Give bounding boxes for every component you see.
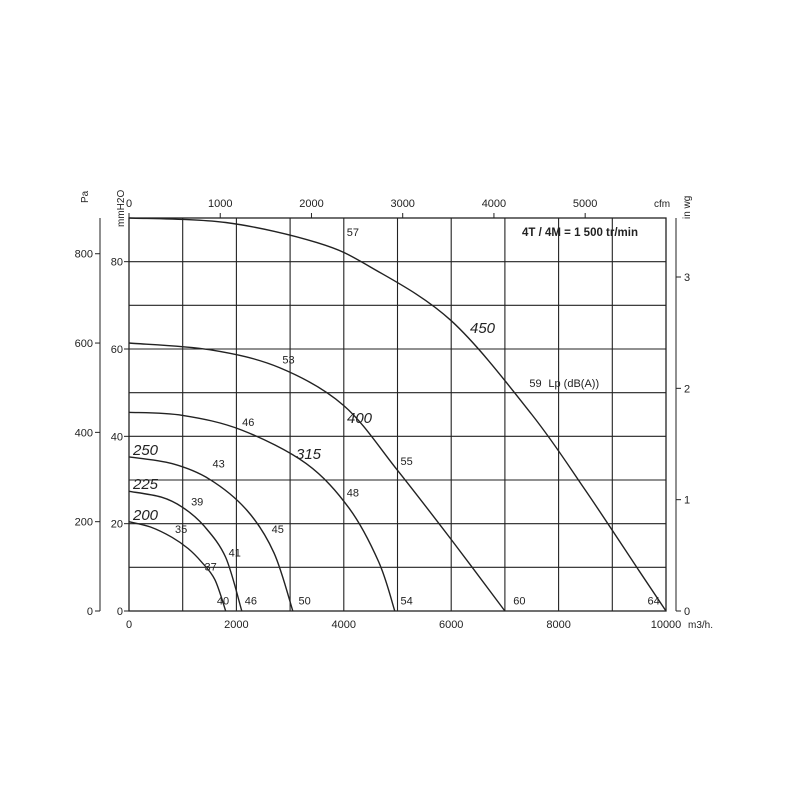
grid-layer bbox=[95, 213, 681, 612]
series-layer bbox=[128, 217, 667, 612]
series-curve-225 bbox=[128, 490, 243, 612]
series-curve-400 bbox=[128, 342, 506, 612]
x2-tick-label: 5000 bbox=[573, 198, 597, 210]
y-mmh2o-axis-unit-label: mmH2O bbox=[116, 190, 127, 227]
noise-label: 60 bbox=[513, 595, 525, 607]
noise-label: 35 bbox=[175, 524, 187, 536]
mmh2o-tick-label: 80 bbox=[111, 257, 123, 269]
x2-tick-label: 1000 bbox=[208, 198, 232, 210]
noise-label: 55 bbox=[401, 456, 413, 468]
series-curve-315 bbox=[128, 411, 396, 612]
mmh2o-tick-label: 60 bbox=[111, 344, 123, 356]
series-label-200: 200 bbox=[132, 507, 159, 524]
chart-title: 4T / 4M = 1 500 tr/min bbox=[522, 227, 638, 239]
noise-label: 43 bbox=[213, 458, 225, 470]
series-label-250: 250 bbox=[132, 442, 159, 459]
y-pa-axis-unit-label: Pa bbox=[80, 190, 91, 203]
noise-label: 45 bbox=[272, 524, 284, 536]
x-tick-label: 8000 bbox=[546, 619, 570, 631]
noise-label: 64 bbox=[648, 595, 660, 607]
noise-label: 57 bbox=[347, 227, 359, 239]
pa-tick-label: 800 bbox=[75, 249, 93, 261]
inwg-tick-label: 1 bbox=[684, 495, 690, 507]
inwg-tick-label: 2 bbox=[684, 383, 690, 395]
noise-label: 40 bbox=[217, 595, 229, 607]
noise-label: 48 bbox=[347, 487, 359, 499]
x-tick-label: 0 bbox=[126, 619, 132, 631]
x2-tick-label: 3000 bbox=[390, 198, 414, 210]
pa-tick-label: 0 bbox=[87, 606, 93, 618]
mmh2o-tick-label: 0 bbox=[117, 606, 123, 618]
series-curve-450 bbox=[128, 217, 667, 612]
x2-tick-label: 2000 bbox=[299, 198, 323, 210]
x2-axis-unit-label: cfm bbox=[654, 199, 670, 210]
pa-tick-label: 400 bbox=[75, 427, 93, 439]
noise-label: 50 bbox=[298, 595, 310, 607]
x-tick-label: 10000 bbox=[651, 619, 682, 631]
noise-label: 39 bbox=[191, 496, 203, 508]
series-curve-250 bbox=[128, 456, 294, 612]
noise-label: 46 bbox=[245, 595, 257, 607]
series-label-225: 225 bbox=[132, 476, 159, 493]
inwg-tick-label: 3 bbox=[684, 272, 690, 284]
x-tick-label: 2000 bbox=[224, 619, 248, 631]
y2-axis-unit-label: in wg bbox=[682, 196, 693, 219]
pa-tick-label: 600 bbox=[75, 338, 93, 350]
noise-label: 37 bbox=[204, 561, 216, 573]
series-curve-200 bbox=[128, 521, 227, 612]
series-label-315: 315 bbox=[296, 446, 322, 463]
x-tick-label: 6000 bbox=[439, 619, 463, 631]
x-axis-unit-label: m3/h. bbox=[688, 620, 713, 631]
series-label-400: 400 bbox=[347, 410, 373, 427]
x2-tick-label: 0 bbox=[126, 198, 132, 210]
noise-label: 59 bbox=[529, 378, 541, 390]
series-label-450: 450 bbox=[470, 320, 496, 337]
mmh2o-tick-label: 40 bbox=[111, 431, 123, 443]
inwg-tick-label: 0 bbox=[684, 606, 690, 618]
noise-label: 54 bbox=[401, 595, 413, 607]
noise-unit-label: Lp (dB(A)) bbox=[548, 378, 599, 390]
noise-label: 53 bbox=[282, 355, 294, 367]
mmh2o-tick-label: 20 bbox=[111, 519, 123, 531]
x2-tick-label: 4000 bbox=[482, 198, 506, 210]
noise-label: 41 bbox=[229, 548, 241, 560]
x-tick-label: 4000 bbox=[332, 619, 356, 631]
noise-label: 46 bbox=[242, 417, 254, 429]
pa-tick-label: 200 bbox=[75, 517, 93, 529]
